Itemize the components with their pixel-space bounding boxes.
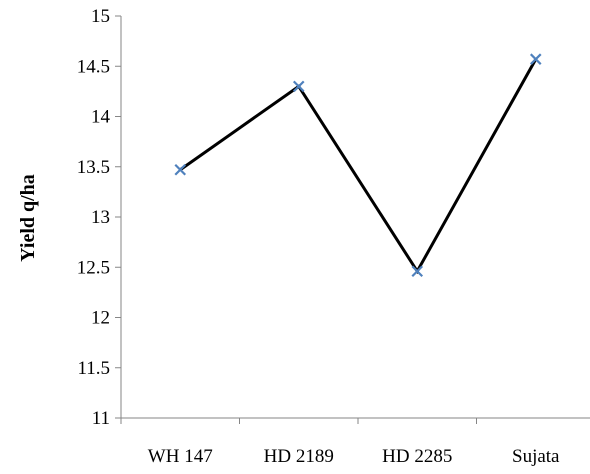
y-tick-label: 13.5 [77,157,110,178]
y-tick-label: 15 [91,6,110,27]
y-tick-label: 14.5 [77,56,110,77]
data-point-marker [174,163,187,176]
y-tick-label: 12.5 [77,257,110,278]
series-layer [174,53,542,278]
y-tick-label: 14 [91,107,111,128]
data-point-marker [529,53,542,65]
x-tick-label: HD 2189 [264,446,334,467]
marker-stroke [411,265,424,278]
y-tick-label: 11.5 [77,358,110,379]
marker-stroke [292,80,305,93]
x-tick-label: Sujata [512,446,560,467]
data-point-marker [292,80,305,93]
y-axis-title: Yield q/ha [17,174,39,262]
marker-stroke [529,53,542,65]
y-tick-label: 13 [91,207,110,228]
y-tick-label: 12 [91,308,110,329]
y-axis: 11 11.5 12 12.5 13 13.5 14 14.5 15 [77,6,122,429]
series-line [179,58,538,275]
data-point-marker [411,265,424,278]
x-tick-label: WH 147 [148,446,213,467]
x-axis: WH 147 HD 2189 HD 2285 Sujata [120,417,590,467]
x-tick-label: HD 2285 [382,446,452,467]
y-tick-label: 11 [92,408,110,429]
marker-stroke [174,163,187,176]
